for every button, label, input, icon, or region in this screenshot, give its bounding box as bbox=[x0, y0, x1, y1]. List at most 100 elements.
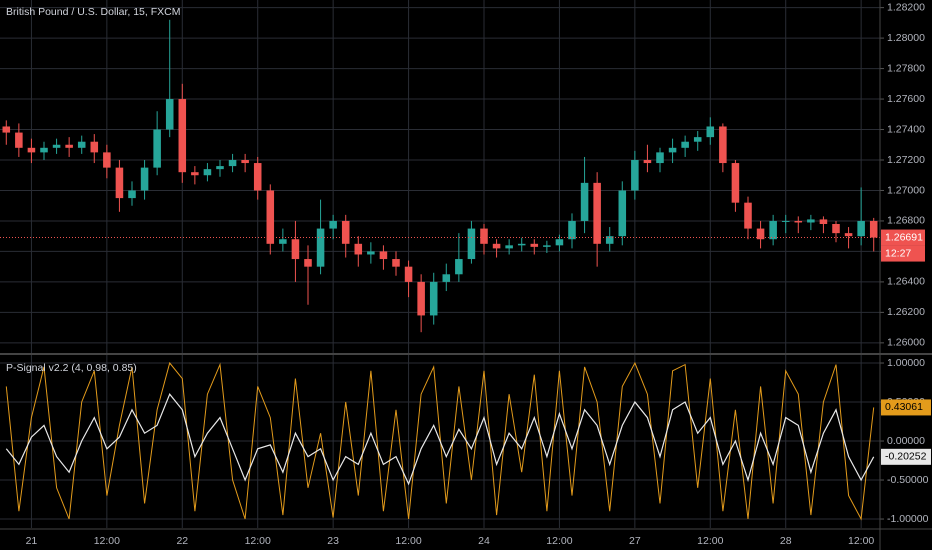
candle-body bbox=[668, 147, 677, 153]
x-tick-label: 12:00 bbox=[245, 535, 271, 547]
candle-body bbox=[693, 137, 702, 142]
countdown-label: 12:27 bbox=[885, 247, 911, 259]
candle-body bbox=[480, 228, 488, 244]
candle-body bbox=[165, 99, 174, 130]
indicator-line bbox=[5, 393, 875, 486]
candle-body bbox=[643, 160, 652, 164]
candle-body bbox=[568, 220, 576, 240]
candle-body bbox=[807, 219, 815, 223]
candle-body bbox=[2, 126, 11, 133]
y-tick-label: 1.28000 bbox=[887, 32, 925, 44]
candle-body bbox=[103, 152, 111, 168]
candle-body bbox=[417, 281, 425, 316]
y-tick-label: 1.00000 bbox=[887, 357, 925, 369]
candle-body bbox=[65, 144, 73, 148]
indicator-line bbox=[5, 361, 875, 521]
x-tick-label: 24 bbox=[478, 535, 490, 547]
candle-body bbox=[77, 141, 86, 148]
price-tag bbox=[881, 229, 925, 246]
candle-body bbox=[115, 167, 124, 199]
y-tick-label: 1.27000 bbox=[887, 184, 925, 196]
candle-body bbox=[329, 220, 337, 229]
x-tick-label: 21 bbox=[26, 535, 38, 547]
panel-title: P-Signal v2.2 (4, 0.98, 0.85) bbox=[6, 362, 137, 374]
value-tag bbox=[881, 399, 931, 416]
candle-body bbox=[781, 220, 790, 222]
candle-body bbox=[505, 245, 513, 249]
candle-body bbox=[178, 99, 187, 173]
candle-body bbox=[304, 259, 312, 267]
y-tick-label: 1.26400 bbox=[887, 276, 925, 288]
candle-body bbox=[90, 141, 99, 153]
x-tick-label: 12:00 bbox=[94, 535, 120, 547]
y-tick-label: 0.00000 bbox=[887, 435, 925, 447]
candle-body bbox=[656, 152, 664, 164]
candle-body bbox=[266, 190, 275, 244]
candle-body bbox=[442, 274, 451, 282]
y-tick-label: 1.27800 bbox=[887, 62, 925, 74]
y-tick-label: 1.27200 bbox=[887, 154, 925, 166]
candle-body bbox=[605, 236, 614, 244]
candle-body bbox=[241, 160, 249, 164]
x-tick-label: 27 bbox=[629, 535, 641, 547]
candle-body bbox=[517, 243, 526, 246]
candle-body bbox=[40, 147, 48, 153]
candle-body bbox=[191, 172, 199, 176]
candle-body bbox=[555, 239, 564, 246]
candle-body bbox=[379, 251, 388, 260]
candle-body bbox=[769, 220, 777, 240]
candle-body bbox=[404, 266, 413, 282]
price-tag-label: 1.26691 bbox=[885, 231, 923, 243]
candle-body bbox=[341, 220, 350, 244]
candle-body bbox=[27, 147, 36, 153]
y-tick-label: 1.27600 bbox=[887, 93, 925, 105]
candle-body bbox=[794, 220, 803, 223]
x-tick-label: 12:00 bbox=[697, 535, 723, 547]
candle-body bbox=[228, 160, 237, 167]
candle-body bbox=[429, 281, 438, 316]
candle-body bbox=[819, 219, 828, 224]
candle-body bbox=[731, 163, 740, 203]
candle-body bbox=[253, 163, 262, 191]
y-tick-label: 1.26000 bbox=[887, 337, 925, 349]
value-tag-label: 0.43061 bbox=[885, 401, 923, 413]
value-tag bbox=[881, 448, 931, 465]
candle-body bbox=[756, 228, 765, 240]
candle-body bbox=[392, 259, 400, 267]
value-tag-label: -0.20252 bbox=[885, 451, 927, 463]
x-tick-label: 12:00 bbox=[395, 535, 421, 547]
candle-body bbox=[857, 220, 865, 237]
candle-body bbox=[618, 190, 627, 237]
y-tick-label: 1.26200 bbox=[887, 306, 925, 318]
x-tick-label: 22 bbox=[176, 535, 188, 547]
candle-body bbox=[291, 239, 300, 260]
candle-body bbox=[279, 239, 287, 244]
y-tick-label: -0.50000 bbox=[887, 474, 929, 486]
candle-body bbox=[15, 132, 23, 148]
candle-body bbox=[706, 126, 715, 138]
candle-body bbox=[593, 182, 601, 244]
candle-body bbox=[203, 169, 212, 176]
x-tick-label: 12:00 bbox=[546, 535, 572, 547]
countdown-tag bbox=[881, 245, 925, 262]
candle-body bbox=[631, 160, 639, 191]
candle-body bbox=[744, 202, 752, 229]
y-tick-label: -1.00000 bbox=[887, 513, 929, 525]
candle-body bbox=[316, 228, 325, 267]
candle-body bbox=[543, 245, 551, 247]
candle-body bbox=[128, 190, 136, 199]
candle-body bbox=[869, 220, 878, 238]
candle-body bbox=[140, 167, 149, 191]
candle-body bbox=[844, 233, 853, 237]
candle-body bbox=[467, 228, 476, 260]
candle-body bbox=[832, 224, 840, 234]
candle-body bbox=[216, 166, 224, 170]
x-tick-label: 28 bbox=[780, 535, 792, 547]
candle-body bbox=[681, 141, 689, 148]
candle-body bbox=[530, 243, 539, 247]
y-tick-label: 1.27400 bbox=[887, 123, 925, 135]
y-tick-label: 1.28200 bbox=[887, 1, 925, 13]
candle-body bbox=[52, 144, 61, 148]
